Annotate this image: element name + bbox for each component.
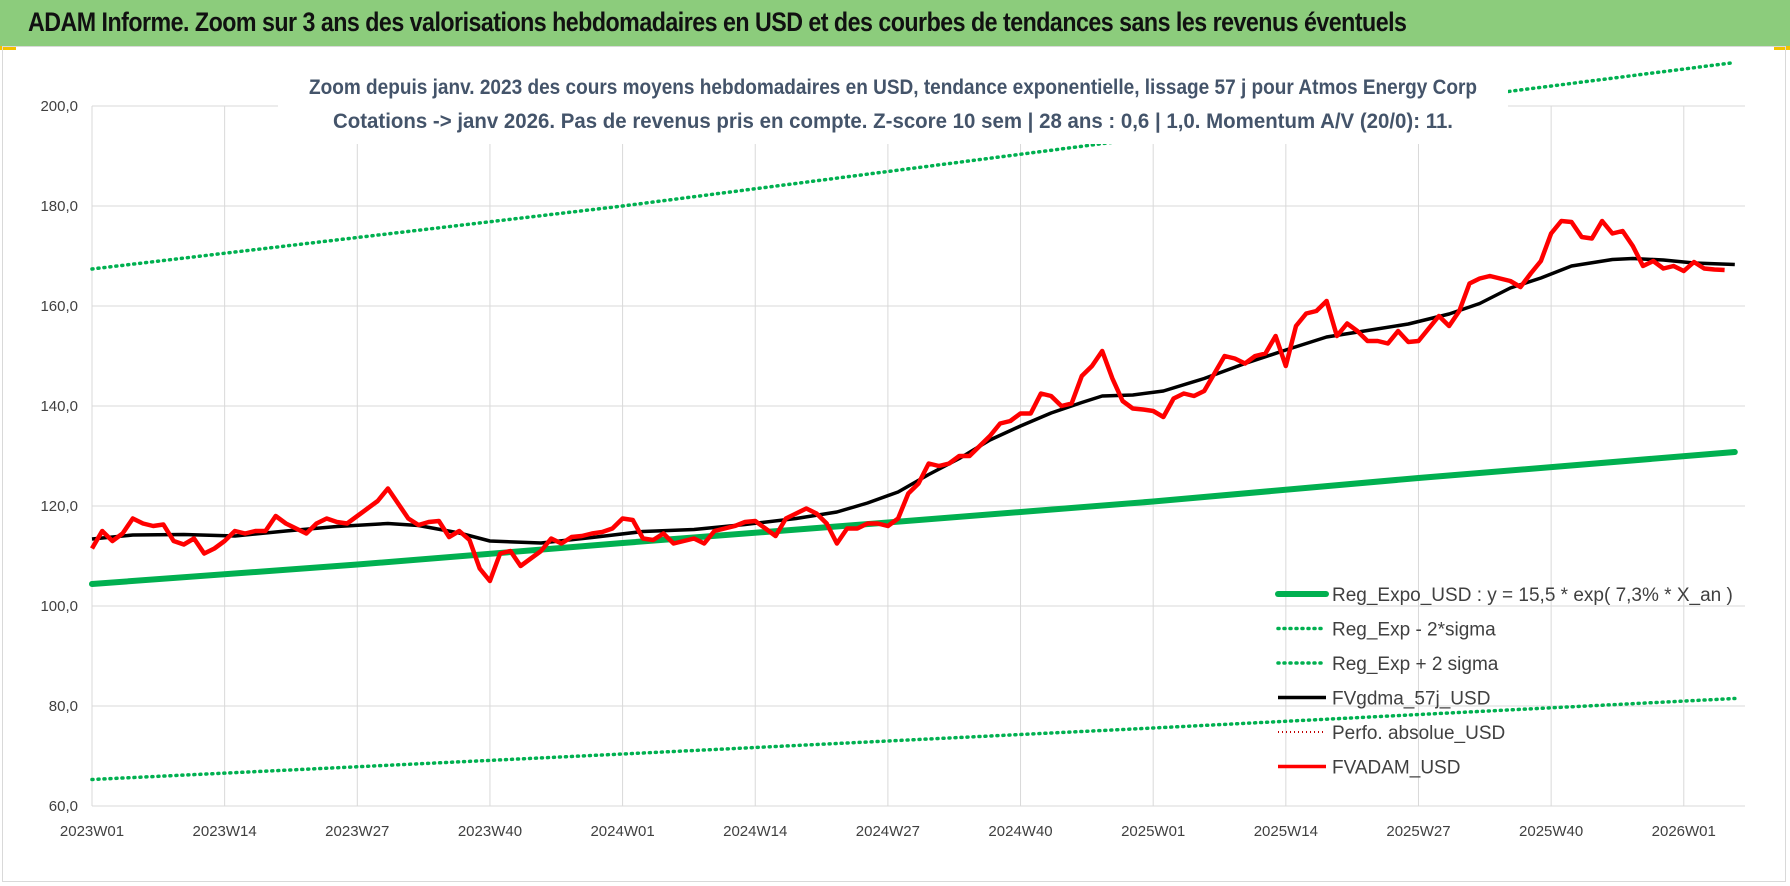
x-axis-labels: 2023W01 2023W14 2023W27 2023W40 2024W01 2024W… xyxy=(60,823,1716,840)
report-banner: ADAM Informe. Zoom sur 3 ans des valoris… xyxy=(0,0,1790,47)
y-tick-label: 60,0 xyxy=(49,798,78,815)
corner-marker xyxy=(0,46,16,50)
legend-label: Reg_Exp - 2*sigma xyxy=(1332,620,1496,641)
series-line-reg-expo-usd xyxy=(89,449,1738,587)
x-tick-label: 2025W14 xyxy=(1254,823,1318,840)
y-tick-label: 180,0 xyxy=(40,198,78,215)
x-tick-label: 2023W01 xyxy=(60,823,124,840)
corner-marker xyxy=(1774,46,1790,50)
x-tick-label: 2024W40 xyxy=(988,823,1052,840)
x-tick-label: 2025W27 xyxy=(1386,823,1450,840)
chart-title: Zoom depuis janv. 2023 des cours moyens … xyxy=(278,66,1508,144)
x-tick-label: 2025W01 xyxy=(1121,823,1185,840)
legend: Reg_Expo_USD : y = 15,5 * exp( 7,3% * X_… xyxy=(1275,585,1733,779)
chart-frame xyxy=(2,46,1786,882)
report-title: ADAM Informe. Zoom sur 3 ans des valoris… xyxy=(28,7,1407,37)
x-tick-label: 2024W14 xyxy=(723,823,787,840)
y-tick-label: 140,0 xyxy=(40,398,78,415)
y-axis-labels: 60,0 80,0 100,0 120,0 140,0 160,0 180,0 200,0 xyxy=(40,98,78,815)
x-tick-label: 2024W27 xyxy=(856,823,920,840)
y-tick-label: 160,0 xyxy=(40,298,78,315)
x-tick-label: 2023W40 xyxy=(458,823,522,840)
series-line-fvadam-usd xyxy=(90,218,1725,584)
y-tick-label: 200,0 xyxy=(40,98,78,115)
x-tick-label: 2025W40 xyxy=(1519,823,1583,840)
y-tick-label: 100,0 xyxy=(40,598,78,615)
series-line-reg-exp xyxy=(90,696,1737,782)
x-tick-label: 2026W01 xyxy=(1652,823,1716,840)
legend-label: Perfo. absolue_USD xyxy=(1332,723,1505,744)
series-line-fvgdma-57j-usd xyxy=(91,256,1735,545)
legend-label: FVADAM_USD xyxy=(1332,758,1460,779)
x-tick-label: 2023W14 xyxy=(193,823,257,840)
x-tick-label: 2023W27 xyxy=(325,823,389,840)
legend-label: FVgdma_57j_USD xyxy=(1332,689,1490,710)
legend-label: Reg_Expo_USD : y = 15,5 * exp( 7,3% * X_… xyxy=(1332,585,1733,606)
chart-title-line-2: Cotations -> janv 2026. Pas de revenus p… xyxy=(333,110,1453,133)
legend-label: Reg_Exp + 2 sigma xyxy=(1332,654,1499,675)
x-tick-label: 2024W01 xyxy=(590,823,654,840)
y-tick-label: 80,0 xyxy=(49,698,78,715)
y-tick-label: 120,0 xyxy=(40,498,78,515)
chart-title-line-1: Zoom depuis janv. 2023 des cours moyens … xyxy=(309,76,1477,99)
title-background xyxy=(278,66,1508,144)
